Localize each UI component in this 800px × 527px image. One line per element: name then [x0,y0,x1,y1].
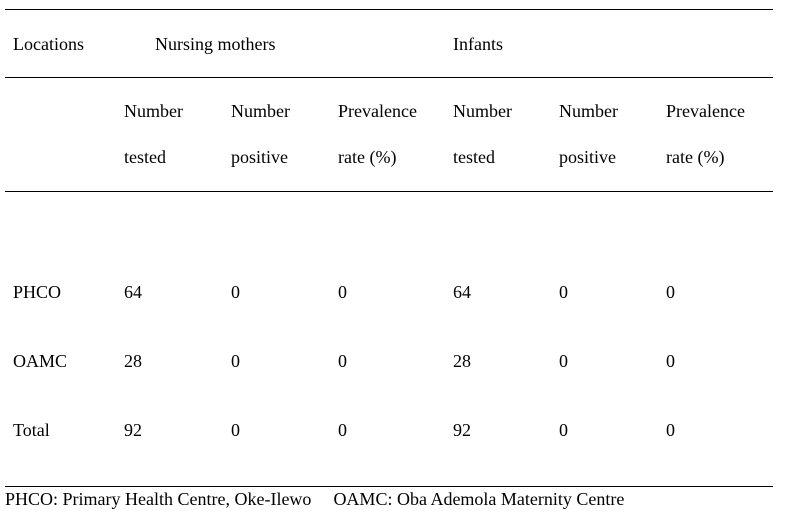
cell-value: 92 [124,420,142,440]
subheader-rule [5,191,773,192]
subheader-line: Number [231,101,290,121]
subheader-infants-number-positive: Number positive [559,88,618,180]
subheader-line: tested [453,147,495,167]
cell-value: 0 [666,351,675,371]
subheader-line: Prevalence [666,101,745,121]
subheader-mothers-number-tested: Number tested [124,88,183,180]
cell-value: 0 [231,420,240,440]
subheader-mothers-number-positive: Number positive [231,88,290,180]
cell-value: 0 [559,351,568,371]
cell-value: 0 [666,420,675,440]
cell-value: 64 [124,282,142,302]
header-nursing-mothers: Nursing mothers [155,34,276,54]
row-location: PHCO [13,282,62,302]
footnote-oamc: OAMC: Oba Ademola Maternity Centre [333,489,625,509]
subheader-infants-prevalence-rate: Prevalence rate (%) [666,88,745,180]
subheader-line: rate (%) [666,147,725,167]
cell-value: 0 [338,282,347,302]
cell-value: 0 [666,282,675,302]
subheader-line: tested [124,147,166,167]
cell-value: 0 [231,351,240,371]
cell-value: 28 [124,351,142,371]
cell-value: 0 [231,282,240,302]
bottom-rule [5,486,773,487]
row-location: OAMC [13,351,68,371]
header-rule [5,77,773,78]
cell-value: 0 [338,351,347,371]
cell-value: 0 [559,282,568,302]
row-location: Total [13,420,50,440]
subheader-line: rate (%) [338,147,397,167]
subheader-line: Prevalence [338,101,417,121]
subheader-mothers-prevalence-rate: Prevalence rate (%) [338,88,417,180]
top-rule [5,9,773,10]
header-locations: Locations [13,34,84,54]
subheader-line: Number [559,101,618,121]
subheader-line: Number [453,101,512,121]
subheader-line: positive [231,147,288,167]
cell-value: 0 [559,420,568,440]
cell-value: 28 [453,351,471,371]
table-footnote: PHCO: Primary Health Centre, Oke-Ilewo OA… [5,488,624,510]
cell-value: 64 [453,282,471,302]
subheader-line: Number [124,101,183,121]
cell-value: 92 [453,420,471,440]
cell-value: 0 [338,420,347,440]
footnote-phco: PHCO: Primary Health Centre, Oke-Ilewo [5,489,312,509]
subheader-infants-number-tested: Number tested [453,88,512,180]
subheader-line: positive [559,147,616,167]
header-infants: Infants [453,34,503,54]
